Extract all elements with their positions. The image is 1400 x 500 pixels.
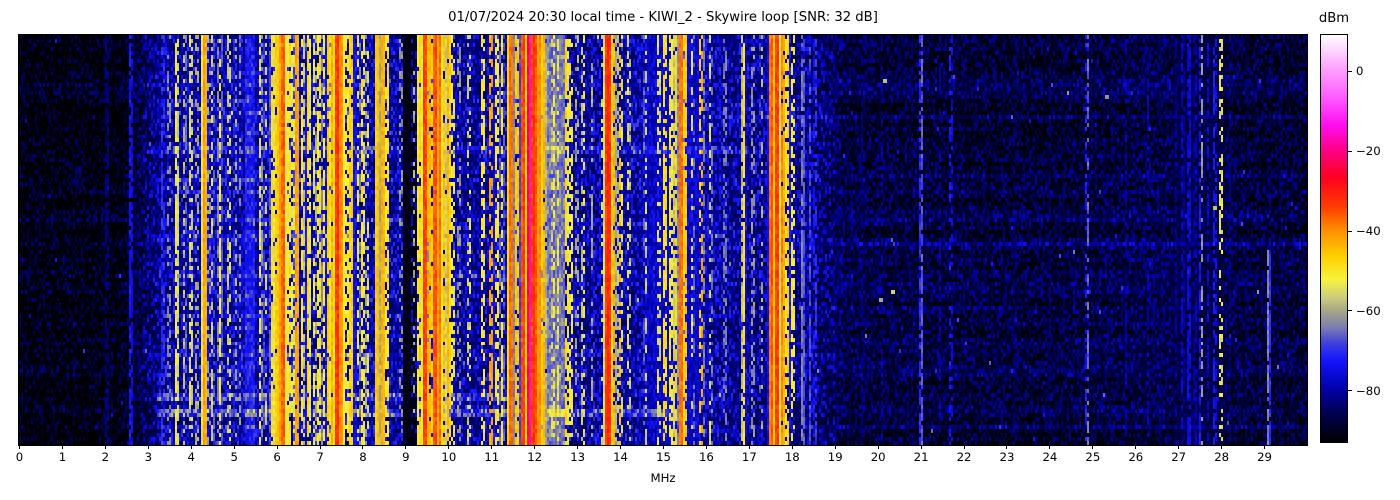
x-tick-label: 21 [913, 450, 929, 464]
colorbar-tick-mark [1348, 230, 1352, 232]
x-tick-mark [1264, 445, 1266, 449]
x-tick-mark [104, 445, 106, 449]
x-tick-mark [577, 445, 579, 449]
x-tick-mark [448, 445, 450, 449]
x-tick-label: 2 [101, 450, 110, 464]
x-tick-label: 4 [187, 450, 195, 464]
x-tick-mark [705, 445, 707, 449]
x-tick-label: 11 [484, 450, 500, 464]
x-tick-mark [663, 445, 664, 449]
colorbar-tick-label: −60 [1356, 303, 1381, 318]
x-tick-label: 16 [698, 450, 714, 464]
x-tick-label: 3 [144, 450, 153, 464]
colorbar-border [1320, 34, 1348, 443]
colorbar-tick-label: 0 [1356, 64, 1364, 79]
x-tick-mark [319, 445, 321, 449]
x-tick-mark [190, 445, 192, 449]
x-tick-mark [147, 445, 149, 449]
colorbar-tick-label: −20 [1356, 144, 1381, 159]
x-tick-mark [1135, 445, 1137, 449]
x-tick-label: 5 [230, 450, 238, 464]
x-tick-mark [1049, 445, 1051, 449]
x-tick-label: 6 [273, 450, 281, 464]
x-tick-label: 9 [402, 450, 410, 464]
x-tick-label: 7 [316, 450, 324, 464]
colorbar-tick-mark [1348, 390, 1352, 392]
x-tick-label: 22 [956, 450, 972, 464]
x-tick-mark [534, 445, 536, 449]
x-tick-mark [233, 445, 235, 449]
chart-title: 01/07/2024 20:30 local time - KIWI_2 - S… [448, 10, 878, 25]
colorbar-tick-label: −80 [1356, 383, 1381, 398]
x-tick-mark [1006, 445, 1008, 449]
colorbar-unit-label: dBm [1318, 11, 1350, 26]
x-tick-label: 25 [1085, 450, 1101, 464]
x-tick-label: 8 [359, 450, 367, 464]
colorbar-tick-label: −40 [1356, 224, 1381, 239]
x-tick-label: 0 [15, 450, 24, 464]
x-tick-mark [920, 445, 922, 449]
x-tick-label: 14 [613, 450, 628, 464]
x-tick-mark [791, 445, 793, 449]
x-tick-mark [405, 445, 407, 449]
x-tick-mark [1092, 445, 1094, 449]
waterfall-heatmap [19, 35, 1307, 445]
x-tick-label: 19 [827, 450, 843, 464]
x-tick-label: 15 [656, 450, 671, 464]
x-tick-label: 20 [870, 450, 886, 464]
colorbar-tick-mark [1348, 70, 1352, 72]
x-tick-label: 27 [1171, 450, 1187, 464]
x-tick-label: 1 [58, 450, 67, 464]
x-tick-label: 13 [570, 450, 586, 464]
x-tick-mark [362, 445, 364, 449]
x-tick-mark [491, 445, 493, 449]
x-tick-mark [1178, 445, 1180, 449]
x-tick-mark [748, 445, 750, 449]
plot-border [18, 34, 1308, 446]
x-tick-label: 23 [999, 450, 1015, 464]
x-tick-mark [620, 445, 622, 449]
x-tick-label: 17 [741, 450, 757, 464]
x-tick-mark [834, 445, 836, 449]
x-tick-mark [1221, 445, 1223, 449]
x-tick-label: 28 [1214, 450, 1230, 464]
colorbar-tick-mark [1348, 310, 1352, 312]
x-tick-label: 24 [1042, 450, 1058, 464]
x-tick-mark [61, 445, 63, 449]
x-tick-label: 12 [527, 450, 543, 464]
x-tick-label: 26 [1128, 450, 1144, 464]
x-tick-label: 10 [441, 450, 457, 464]
x-tick-mark [963, 445, 965, 449]
x-axis-label: MHz [650, 471, 676, 485]
x-tick-mark [276, 445, 278, 449]
x-tick-label: 18 [784, 450, 800, 464]
colorbar-tick-mark [1348, 150, 1352, 152]
x-tick-mark [877, 445, 879, 449]
x-tick-mark [19, 445, 20, 449]
x-tick-label: 29 [1257, 450, 1272, 464]
colorbar-gradient [1321, 35, 1347, 442]
